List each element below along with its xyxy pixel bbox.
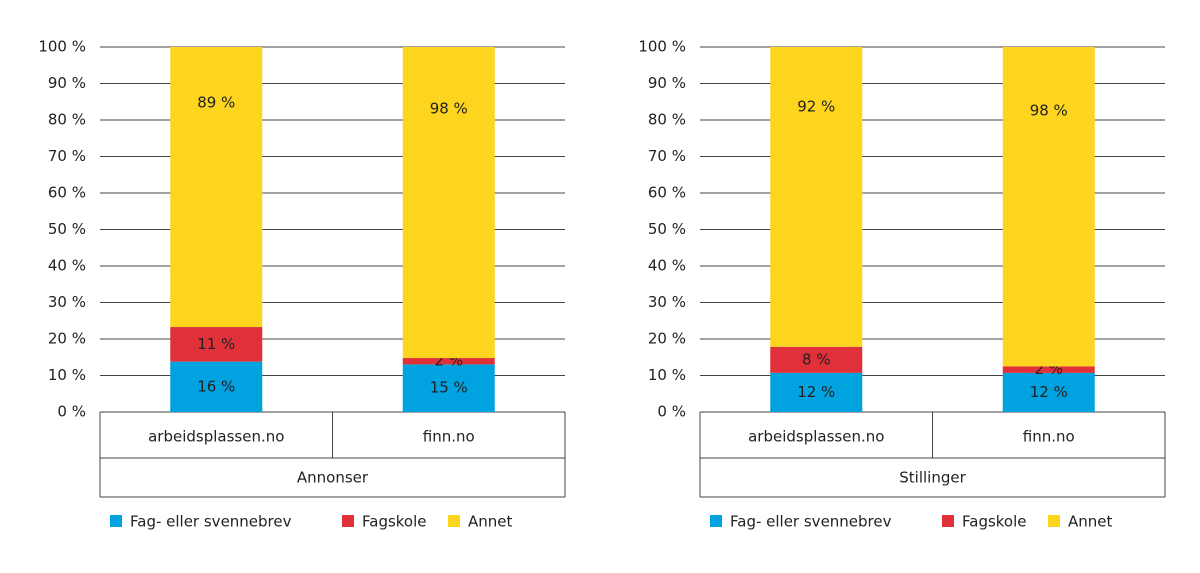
x-tick-label: arbeidsplassen.no (148, 428, 284, 446)
x-tick-label: finn.no (1023, 428, 1075, 446)
group-label: Stillinger (899, 469, 966, 487)
y-tick-label: 70 % (648, 147, 686, 165)
value-label: 89 % (197, 94, 235, 112)
y-tick-label: 20 % (48, 330, 86, 348)
legend-swatch (942, 515, 954, 527)
y-tick-label: 80 % (48, 111, 86, 129)
bar-segment (402, 47, 495, 359)
value-label: 15 % (430, 379, 468, 397)
legend-label: Fag- eller svennebrev (130, 513, 292, 531)
y-tick-label: 100 % (38, 38, 86, 56)
y-tick-label: 60 % (648, 184, 686, 202)
bar-segment (402, 364, 495, 412)
value-label: 11 % (197, 335, 235, 353)
legend-swatch (110, 515, 122, 527)
value-label: 8 % (802, 350, 831, 368)
legend-swatch (1048, 515, 1060, 527)
y-tick-label: 100 % (638, 38, 686, 56)
y-tick-label: 0 % (657, 403, 686, 421)
bar-segment (1002, 47, 1095, 367)
bar-segment (170, 361, 263, 412)
y-tick-label: 10 % (48, 366, 86, 384)
bar-segment (1002, 372, 1095, 412)
value-label: 98 % (430, 100, 468, 118)
x-tick-label: finn.no (423, 428, 475, 446)
y-tick-label: 50 % (48, 220, 86, 238)
y-tick-label: 10 % (648, 366, 686, 384)
x-tick-label: arbeidsplassen.no (748, 428, 884, 446)
y-tick-label: 90 % (48, 74, 86, 92)
legend-label: Fagskole (362, 513, 427, 531)
y-tick-label: 30 % (648, 293, 686, 311)
y-tick-label: 40 % (48, 257, 86, 275)
group-label: Annonser (297, 469, 369, 487)
y-tick-label: 60 % (48, 184, 86, 202)
y-tick-label: 40 % (648, 257, 686, 275)
value-label: 92 % (797, 97, 835, 115)
bar-segment (770, 372, 863, 412)
legend-swatch (710, 515, 722, 527)
y-tick-label: 90 % (648, 74, 686, 92)
legend-label: Annet (468, 513, 513, 531)
legend-swatch (342, 515, 354, 527)
bar-segment (770, 346, 863, 373)
legend-label: Fag- eller svennebrev (730, 513, 892, 531)
value-label: 16 % (197, 377, 235, 395)
y-tick-label: 20 % (648, 330, 686, 348)
bar-segment (170, 327, 263, 362)
value-label: 12 % (1030, 383, 1068, 401)
legend-label: Fagskole (962, 513, 1027, 531)
bar-segment (1002, 366, 1095, 373)
value-label: 12 % (797, 383, 835, 401)
bar-segment (402, 358, 495, 365)
y-tick-label: 30 % (48, 293, 86, 311)
value-label: 98 % (1030, 101, 1068, 119)
bar-segment (770, 47, 863, 347)
y-tick-label: 0 % (57, 403, 86, 421)
y-tick-label: 70 % (48, 147, 86, 165)
legend-swatch (448, 515, 460, 527)
y-tick-label: 50 % (648, 220, 686, 238)
legend-label: Annet (1068, 513, 1113, 531)
y-tick-label: 80 % (648, 111, 686, 129)
bar-segment (170, 47, 263, 328)
